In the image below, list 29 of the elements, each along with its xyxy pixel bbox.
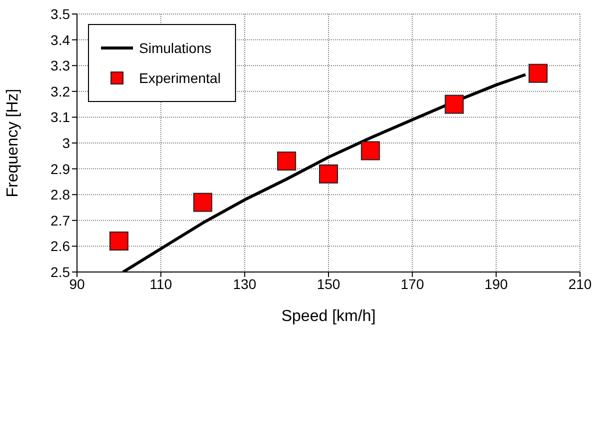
point xyxy=(319,164,338,184)
x-tick-label: 130 xyxy=(232,276,257,292)
y-tick-label: 2.5 xyxy=(50,264,70,280)
y-tick-label: 3.5 xyxy=(50,6,70,22)
point xyxy=(277,152,296,171)
y-axis-title: Frequency [Hz] xyxy=(4,88,22,198)
y-tick-label: 2.8 xyxy=(50,186,70,203)
y-tick-label: 2.6 xyxy=(50,238,70,254)
x-tick-label: 170 xyxy=(400,276,424,292)
y-tick-label: 2.9 xyxy=(50,160,70,177)
point xyxy=(528,64,548,83)
y-tick-label: 3 xyxy=(62,134,70,151)
x-axis-title: Speed [km/h] xyxy=(281,308,376,325)
point xyxy=(360,141,380,160)
x-tick-label: 190 xyxy=(484,276,508,292)
x-tick-label: 210 xyxy=(568,276,592,292)
y-tick-label: 2.7 xyxy=(50,212,70,228)
x-tick-label: 150 xyxy=(316,276,340,292)
legend-label: Simulations xyxy=(139,40,212,56)
point xyxy=(444,94,464,114)
y-tick-label: 3.3 xyxy=(50,58,70,74)
y-tick-label: 3.2 xyxy=(50,83,70,100)
y-tick-label: 3.1 xyxy=(50,109,70,126)
y-tick-label: 3.4 xyxy=(50,32,70,48)
legend-label: Experimental xyxy=(139,70,221,86)
point xyxy=(193,192,212,212)
point xyxy=(109,232,128,251)
x-tick-label: 90 xyxy=(69,276,85,292)
x-tick-label: 110 xyxy=(150,276,172,292)
